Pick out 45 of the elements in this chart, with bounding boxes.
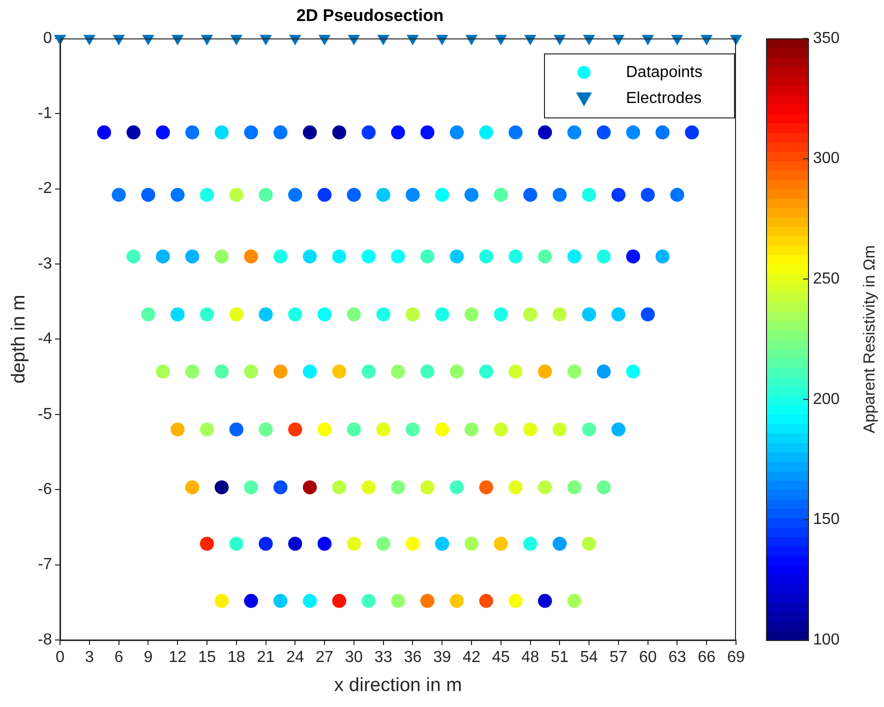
y-tick-label: -2 — [38, 180, 52, 198]
x-tick-label: 30 — [345, 649, 363, 666]
y-tick-label: -6 — [38, 481, 52, 498]
x-tick-label: 57 — [610, 649, 628, 666]
x-tick-label: 18 — [227, 649, 246, 666]
x-tick-label: 42 — [462, 649, 480, 666]
y-tick-label: -3 — [38, 255, 52, 272]
color-bar-label: 100 — [813, 631, 840, 648]
chart-title: 2D Pseudosection — [296, 6, 444, 25]
y-tick-label: -8 — [38, 631, 52, 648]
y-tick-label: 0 — [43, 30, 52, 47]
y-tick-label: -1 — [38, 105, 52, 122]
color-bar-title: Apparent Resistivity in Ωm — [861, 245, 878, 434]
x-tick-label: 45 — [492, 649, 510, 666]
x-tick-label: 0 — [56, 649, 65, 666]
x-tick-label: 15 — [198, 649, 216, 666]
x-tick-label: 39 — [433, 649, 452, 666]
color-bar-label: 350 — [813, 30, 840, 47]
x-tick-label: 48 — [521, 649, 540, 666]
y-axis-title: depth in m — [8, 294, 30, 384]
y-tick-label: -7 — [38, 556, 52, 574]
x-tick-label: 9 — [144, 649, 153, 666]
x-tick-label: 51 — [550, 649, 569, 666]
x-tick-label: 6 — [114, 649, 124, 666]
x-tick-label: 33 — [374, 649, 392, 666]
color-bar-label: 250 — [813, 270, 840, 288]
x-axis-title: x direction in m — [334, 674, 462, 696]
x-tick-label: 3 — [84, 649, 94, 666]
y-tick-label: -4 — [38, 330, 52, 348]
x-tick-label: 69 — [727, 649, 745, 666]
x-tick-label: 21 — [256, 649, 275, 666]
x-tick-label: 60 — [638, 649, 657, 666]
color-bar-label: 200 — [813, 390, 840, 408]
x-tick-label: 63 — [668, 649, 686, 666]
color-bar-label: 300 — [813, 150, 840, 168]
x-tick-label: 12 — [168, 649, 187, 666]
color-bar-label: 150 — [813, 511, 840, 528]
x-tick-label: 24 — [286, 649, 304, 666]
x-tick-label: 36 — [404, 649, 422, 666]
legend-label: Electrodes — [626, 90, 702, 107]
y-tick-label: -5 — [38, 406, 52, 423]
x-tick-label: 66 — [698, 649, 716, 666]
x-tick-label: 54 — [580, 649, 598, 666]
x-tick-label: 27 — [316, 649, 334, 666]
legend-label: Datapoints — [626, 64, 702, 81]
